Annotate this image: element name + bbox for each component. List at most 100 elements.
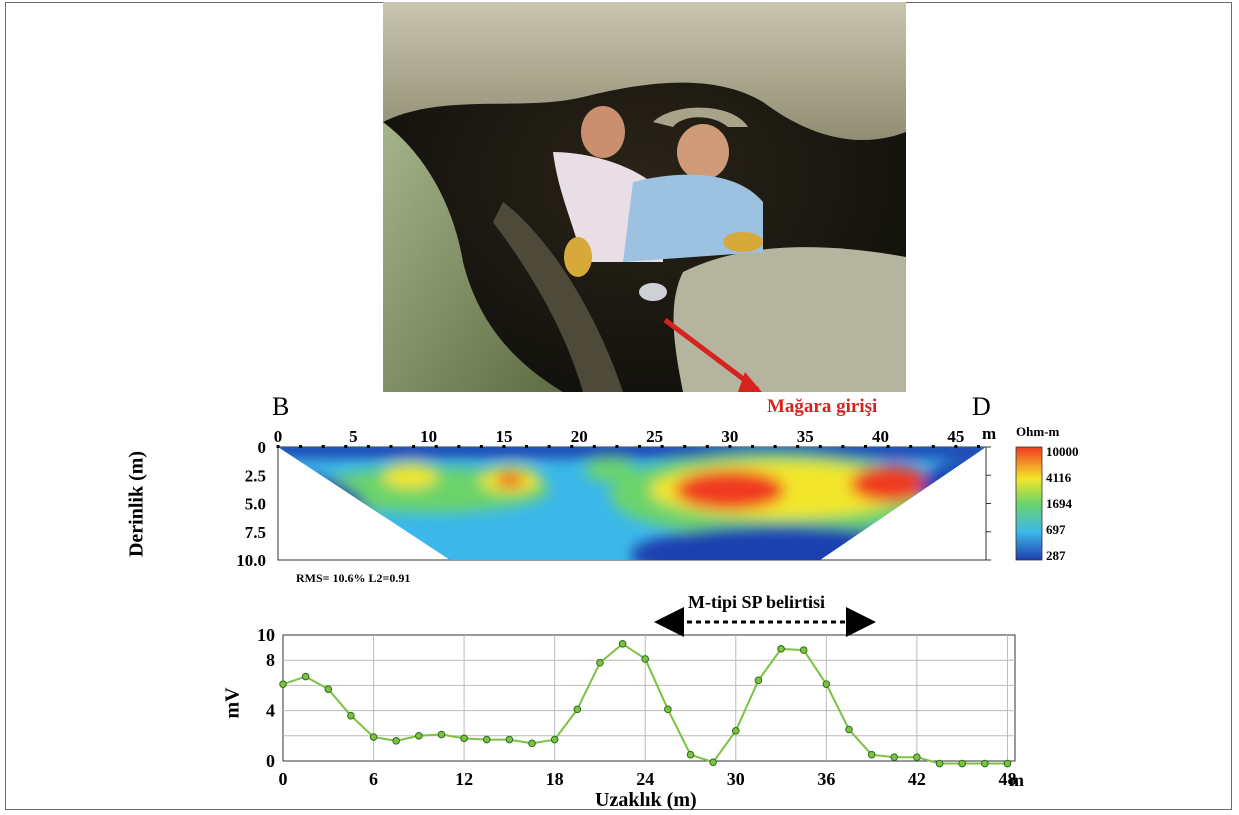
sp-data-point: [958, 759, 966, 768]
section-x-tick: 10: [420, 427, 437, 446]
electrode-dot: [344, 445, 348, 448]
electrode-markers: [276, 445, 980, 448]
electrode-dot: [276, 445, 280, 448]
section-x-tick: 0: [274, 427, 283, 446]
sp-y-tick: 8: [266, 650, 275, 670]
sp-x-tick: 36: [817, 769, 835, 789]
electrode-dot: [412, 445, 416, 448]
cave-entrance-photo: [383, 2, 906, 392]
sp-y-tick: 10: [257, 625, 275, 645]
sp-data-point: [664, 705, 672, 714]
sp-y-axis-label: mV: [221, 687, 244, 719]
sp-data-point: [324, 685, 333, 693]
electrode-dot: [909, 445, 913, 448]
sp-plot-area: [282, 634, 1016, 762]
colorbar-tick: 287: [1046, 548, 1066, 563]
colorbar-tick: 1694: [1046, 496, 1073, 511]
electrode-dot: [976, 445, 980, 448]
sp-data-point: [369, 733, 378, 741]
section-x-tick: 45: [947, 427, 964, 446]
colorbar-tick: 10000: [1046, 444, 1079, 459]
electrode-dot: [841, 445, 845, 448]
electrode-dot: [547, 445, 551, 448]
electrode-dot: [457, 445, 461, 448]
electrode-dot: [796, 445, 800, 448]
sp-data-point: [618, 640, 627, 648]
cave-entrance-annotation: Mağara girişi: [767, 396, 878, 417]
sp-y-tick: 4: [266, 701, 275, 721]
sp-data-point: [392, 737, 400, 745]
sp-data-point: [279, 680, 287, 688]
sp-data-point: [913, 753, 921, 762]
sp-data-point: [482, 735, 491, 744]
sp-x-unit: m: [1009, 770, 1024, 790]
section-y-tick: 10.0: [236, 551, 266, 570]
section-y-tick: 2.5: [245, 466, 266, 485]
sp-x-axis-label: Uzaklık (m): [595, 789, 697, 811]
section-y-tick: 7.5: [245, 523, 266, 542]
colorbar-tick: 4116: [1046, 470, 1072, 485]
sp-x-tick: 42: [908, 769, 926, 789]
sp-data-point: [528, 739, 536, 748]
sp-x-tick: 24: [636, 769, 654, 789]
profile-start-label: B: [272, 392, 290, 421]
electrode-dot: [931, 445, 935, 448]
sp-data-point: [709, 758, 717, 767]
sp-data-point: [754, 676, 763, 685]
sp-x-tick: 12: [455, 769, 473, 789]
sp-x-tick: 48: [998, 769, 1016, 789]
sp-data-point: [301, 672, 310, 681]
sp-data-point: [641, 655, 650, 663]
sp-data-point: [686, 750, 695, 759]
sp-data-point: [822, 680, 831, 688]
electrode-dot: [638, 445, 642, 448]
sp-data-point: [1003, 759, 1012, 768]
electrode-dot: [321, 445, 325, 448]
electrode-dot: [366, 445, 370, 448]
sp-data-point: [437, 730, 446, 739]
section-x-tick: 25: [646, 427, 663, 446]
sp-data-point: [981, 759, 989, 768]
electrode-dot: [660, 445, 664, 448]
section-y-tick: 0: [258, 438, 267, 457]
sp-data-point: [505, 735, 514, 744]
electrode-dot: [728, 445, 732, 448]
profile-end-label: D: [972, 392, 991, 421]
sp-data-point: [890, 753, 899, 762]
sp-data-point: [573, 705, 582, 714]
photo-arrow-line: [663, 318, 760, 392]
colorbar: [1015, 446, 1043, 561]
sp-data-point: [935, 759, 944, 768]
section-x-unit: m: [982, 424, 997, 443]
rms-text: RMS= 10.6% L2=0.91: [296, 571, 411, 585]
electrode-dot: [615, 445, 619, 448]
electrode-dot: [705, 445, 709, 448]
sp-x-tick: 6: [369, 769, 378, 789]
electrode-dot: [683, 445, 687, 448]
electrode-dot: [299, 445, 303, 448]
electrode-dot: [863, 445, 867, 448]
sp-data-point: [460, 734, 468, 743]
electrode-dot: [592, 445, 596, 448]
sp-y-tick: 0: [266, 751, 275, 771]
section-y-tick: 5.0: [245, 495, 266, 514]
electrode-dot: [954, 445, 958, 448]
photo-arrow-head: [738, 372, 762, 392]
electrode-dot: [525, 445, 529, 448]
electrode-dot: [886, 445, 890, 448]
sp-data-point: [731, 726, 740, 735]
electrode-dot: [570, 445, 574, 448]
section-x-tick: 15: [495, 427, 512, 446]
electrode-dot: [751, 445, 755, 448]
sp-anomaly-title: M-tipi SP belirtisi: [688, 592, 825, 612]
sp-data-point: [347, 711, 355, 720]
electrode-dot: [479, 445, 483, 448]
electrode-dot: [773, 445, 777, 448]
sp-data-point: [596, 658, 604, 667]
colorbar-title: Ohm-m: [1016, 424, 1060, 439]
section-x-tick: 20: [571, 427, 588, 446]
sp-x-tick: 0: [279, 769, 288, 789]
electrode-dot: [818, 445, 822, 448]
